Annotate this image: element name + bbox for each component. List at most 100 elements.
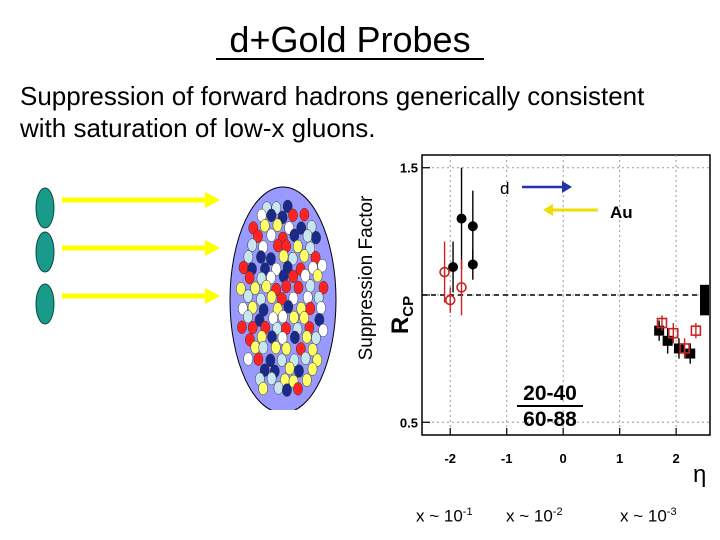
nucleon-92 (301, 330, 312, 344)
nucleon-34 (238, 260, 249, 275)
nucleon-55 (305, 279, 316, 293)
y-tick-label-0: 0.5 (400, 415, 418, 430)
nucleon-76 (289, 310, 299, 325)
x-tick-label-3: 1 (616, 451, 623, 466)
x-range-label-3: x ~ 10-3 (620, 506, 677, 527)
au-annotation: Au (610, 203, 633, 222)
nucleon-74 (268, 311, 279, 325)
x-range-label-2: x ~ 10-2 (506, 506, 563, 527)
nucleon-16 (266, 228, 277, 242)
nucleon-46 (288, 269, 299, 284)
series-1-marker-1 (448, 262, 459, 272)
series-1-point-1 (448, 241, 459, 293)
deuteron-group (35, 187, 55, 325)
nucleon-28 (256, 250, 266, 264)
nucleon-3 (282, 199, 293, 214)
legend-line-2: 60-88 (523, 408, 577, 431)
nucleon-27 (243, 250, 254, 264)
nucleon-119 (282, 383, 292, 397)
x-range-label-3-exp: -3 (666, 506, 677, 518)
nucleon-102 (265, 353, 276, 367)
nucleon-47 (300, 269, 311, 283)
x-range-label-1: x ~ 10-1 (416, 506, 473, 527)
nucleon-100 (243, 352, 254, 366)
nucleon-50 (250, 281, 260, 295)
nucleon-53 (281, 279, 292, 294)
slide-title: d+Gold Probes (229, 19, 471, 60)
nucleon-107 (259, 363, 270, 377)
x-range-label-2-base: x ~ 10 (506, 506, 553, 526)
slide-subtitle: Suppression of forward hadrons generical… (20, 80, 710, 144)
series-2-marker-2 (444, 294, 456, 306)
nucleon-20 (311, 230, 321, 245)
collision-illustration (35, 186, 337, 410)
nucleon-71 (316, 301, 326, 315)
nucleon-59 (266, 290, 277, 304)
nucleon-110 (294, 364, 304, 378)
series-4-marker-2 (667, 327, 679, 339)
nucleon-49 (236, 282, 246, 296)
nucleon-79 (237, 320, 247, 334)
x-tick-label-2: 0 (560, 451, 567, 466)
nucleon-group (236, 199, 329, 397)
x-tick-label-0: -2 (444, 451, 456, 466)
series-1-marker-3 (467, 221, 478, 232)
nucleon-113 (266, 371, 277, 386)
nucleon-25 (292, 239, 303, 254)
x-range-label-3-base: x ~ 10 (620, 506, 667, 526)
subtitle-line-2: with saturation of low-x gluons. (20, 113, 376, 143)
legend-line-1: 20-40 (523, 382, 577, 405)
x-tick-label-1: -1 (501, 451, 513, 466)
nucleon-86 (318, 323, 329, 338)
deuteron-3 (35, 283, 55, 325)
rcp-plot: -2 -1 0 1 2 0.5 1.5 RCP η 20-40 60-88 d Au (390, 154, 711, 488)
nucleon-116 (302, 373, 312, 387)
series-3-marker-1 (654, 325, 665, 336)
series-3-marker-3 (673, 343, 684, 354)
nucleon-66 (258, 303, 269, 317)
series-1-point-2 (456, 167, 467, 270)
nucleon-56 (318, 280, 329, 295)
series-2-marker-1 (439, 266, 450, 278)
nucleon-77 (299, 311, 310, 325)
nucleon-65 (247, 300, 258, 315)
nucleon-106 (312, 353, 323, 367)
series-3-marker-2 (662, 335, 673, 346)
nucleon-19 (302, 229, 313, 243)
nucleon-57 (243, 289, 253, 303)
nucleon-99 (307, 343, 318, 357)
nucleon-51 (261, 279, 272, 294)
series-4-point-1 (656, 315, 668, 331)
nucleon-7 (288, 208, 298, 222)
series-4-point-3 (679, 338, 690, 359)
nucleon-48 (312, 269, 323, 283)
x-range-label-2-exp: -2 (552, 506, 563, 518)
rcp-axis-label: RCP (390, 296, 417, 334)
nucleon-13 (296, 221, 307, 235)
series-4-marker-1 (656, 317, 668, 329)
series-1-marker-2 (456, 213, 467, 224)
subtitle-line-1: Suppression of forward hadrons generical… (20, 81, 645, 111)
series-3-point-3 (673, 338, 684, 359)
nucleon-8 (299, 207, 310, 222)
d-arrow-head (562, 181, 572, 193)
nucleon-60 (277, 292, 287, 306)
nucleon-72 (243, 310, 253, 324)
x-tick-label-4: 2 (673, 451, 680, 466)
eta-axis-label: η (693, 461, 706, 488)
series-4-point-2 (667, 323, 679, 344)
series-3-point-1 (654, 320, 665, 341)
nucleon-96 (270, 340, 281, 355)
series-1-point-4 (467, 249, 478, 280)
nucleon-26 (305, 241, 316, 255)
systematic-band (700, 284, 709, 316)
series-4-marker-3 (679, 343, 690, 354)
nucleon-5 (266, 208, 277, 222)
nucleon-95 (258, 340, 269, 355)
data-series (439, 167, 702, 364)
nucleon-41 (317, 259, 328, 273)
title-underline (216, 58, 484, 60)
nucleon-98 (295, 342, 306, 356)
nucleon-120 (293, 382, 303, 396)
deuteron-2 (35, 231, 55, 273)
